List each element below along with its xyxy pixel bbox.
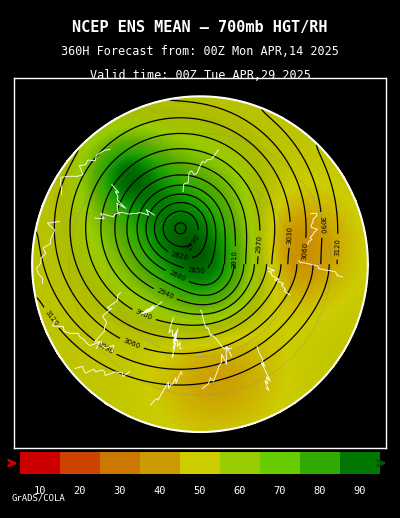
FancyBboxPatch shape (140, 452, 180, 474)
Text: 2880: 2880 (168, 270, 186, 283)
FancyBboxPatch shape (100, 452, 140, 474)
Text: 10: 10 (34, 486, 46, 496)
Text: 2790: 2790 (186, 233, 201, 251)
FancyBboxPatch shape (20, 452, 60, 474)
FancyBboxPatch shape (180, 452, 220, 474)
Text: 3120: 3120 (44, 309, 59, 327)
Text: 2970: 2970 (256, 234, 263, 253)
Text: 60: 60 (234, 486, 246, 496)
FancyBboxPatch shape (60, 452, 100, 474)
Text: 2820: 2820 (170, 251, 189, 262)
Text: GrADS/COLA: GrADS/COLA (12, 494, 66, 502)
Text: 40: 40 (154, 486, 166, 496)
FancyBboxPatch shape (220, 452, 260, 474)
Text: 20: 20 (74, 486, 86, 496)
Text: 3000: 3000 (134, 309, 153, 322)
Text: 3090: 3090 (318, 215, 325, 234)
FancyBboxPatch shape (340, 452, 380, 474)
Text: 30: 30 (114, 486, 126, 496)
Text: 2910: 2910 (232, 250, 238, 268)
Text: 2940: 2940 (156, 288, 174, 300)
Text: 90: 90 (354, 486, 366, 496)
Text: NCEP ENS MEAN – 700mb HGT/RH: NCEP ENS MEAN – 700mb HGT/RH (72, 20, 328, 35)
Text: 3120: 3120 (334, 238, 341, 256)
Text: 3030: 3030 (287, 226, 294, 244)
Text: 70: 70 (274, 486, 286, 496)
Text: 80: 80 (314, 486, 326, 496)
FancyBboxPatch shape (260, 452, 300, 474)
Text: 3060: 3060 (122, 338, 141, 350)
Text: 3090: 3090 (96, 341, 115, 355)
Text: 2850: 2850 (187, 267, 205, 274)
Text: 360H Forecast from: 00Z Mon APR,14 2025: 360H Forecast from: 00Z Mon APR,14 2025 (61, 45, 339, 58)
Text: Valid time: 00Z Tue APR,29 2025: Valid time: 00Z Tue APR,29 2025 (90, 69, 310, 82)
FancyBboxPatch shape (300, 452, 340, 474)
Text: 3060: 3060 (302, 242, 308, 260)
Text: 50: 50 (194, 486, 206, 496)
